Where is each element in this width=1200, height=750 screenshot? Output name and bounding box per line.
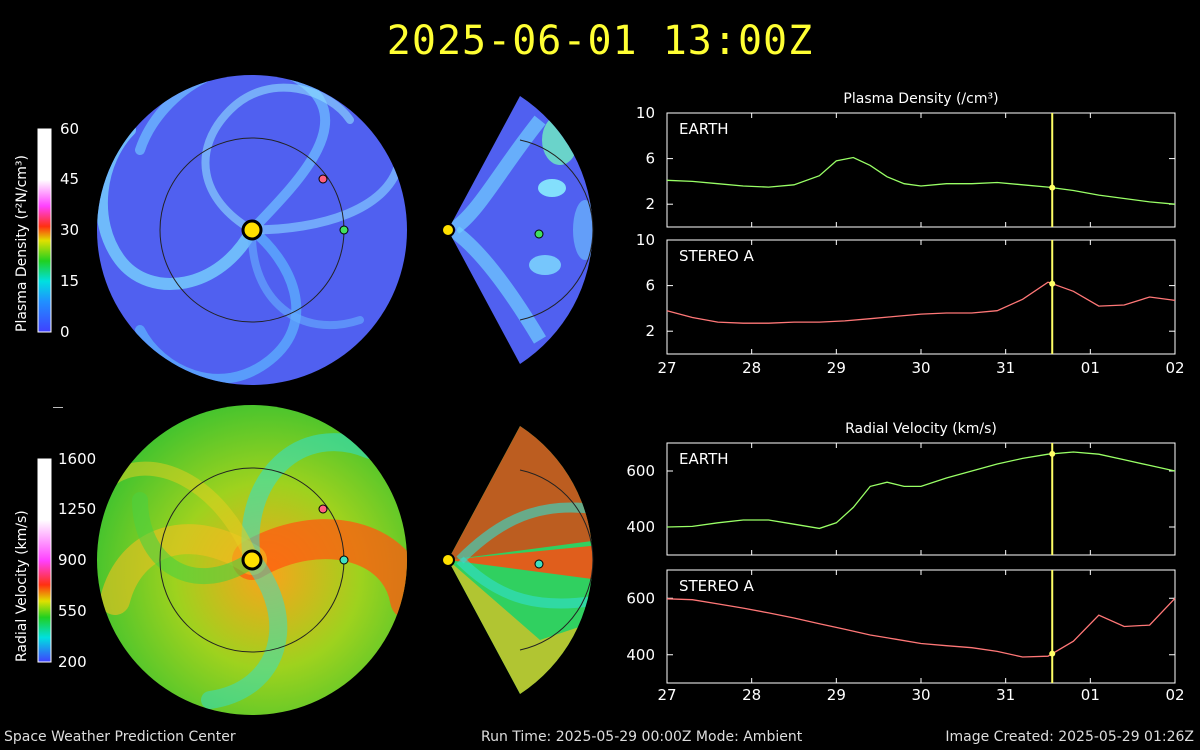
panel-label: STEREO A <box>679 577 755 595</box>
stereo-a-marker <box>318 504 328 514</box>
panel-frame <box>666 112 1176 228</box>
footer-run-time: Run Time: 2025-05-29 00:00Z Mode: Ambien… <box>481 729 803 745</box>
x-tick-label: 30 <box>911 686 930 704</box>
x-tick-label: 02 <box>1165 686 1184 704</box>
density-equatorial-disk <box>97 75 407 385</box>
x-tick-label: 29 <box>827 686 846 704</box>
stereo-a-marker <box>318 174 328 184</box>
velocity-colorbar <box>37 458 52 663</box>
x-tick-label: 29 <box>827 359 846 377</box>
y-tick-label: 2 <box>645 322 655 340</box>
density-tick: 45 <box>60 170 80 188</box>
velocity-tick: 1250 <box>58 500 97 518</box>
earth-marker <box>339 555 349 565</box>
velocity-colorbar-title: Radial Velocity (km/s) <box>14 510 30 662</box>
y-tick-label: 6 <box>645 150 655 168</box>
x-tick-label: 28 <box>742 686 761 704</box>
panel-label: EARTH <box>679 120 729 138</box>
chart-title: Plasma Density (/cm³) <box>843 91 998 107</box>
density-tick: 15 <box>60 272 80 290</box>
current-value-marker <box>1049 450 1056 457</box>
sun-marker <box>241 549 263 571</box>
panel-label: EARTH <box>679 450 729 468</box>
y-tick-label: 10 <box>636 104 655 122</box>
x-tick-label: 01 <box>1081 686 1100 704</box>
timestamp-title: 2025-06-01 13:00Z <box>386 18 814 64</box>
x-tick-label: 01 <box>1081 359 1100 377</box>
y-tick-label: 600 <box>626 462 655 480</box>
current-value-marker <box>1049 184 1056 191</box>
x-tick-label: 30 <box>911 359 930 377</box>
density-tick: 30 <box>60 221 80 239</box>
footer-image-created: Image Created: 2025-05-29 01:26Z <box>945 729 1194 745</box>
velocity-equatorial-disk <box>97 405 407 715</box>
current-value-marker <box>1049 650 1056 657</box>
x-tick-label: 27 <box>657 359 676 377</box>
density-colorbar-title: Plasma Density (r²N/cm³) <box>14 155 30 332</box>
density-colorbar <box>37 128 52 333</box>
series-line-earth <box>666 451 1176 530</box>
earth-marker <box>339 225 349 235</box>
series-line-earth <box>666 156 1176 205</box>
x-tick-label: 28 <box>742 359 761 377</box>
series-line-stereo-a <box>666 281 1176 324</box>
y-tick-label: 6 <box>645 277 655 295</box>
y-tick-label: 400 <box>626 518 655 536</box>
panel-frame <box>666 442 1176 556</box>
separator-dash <box>53 407 63 408</box>
density-tick: 60 <box>60 120 80 138</box>
velocity-meridional-wedge <box>441 426 594 694</box>
y-tick-label: 2 <box>645 195 655 213</box>
timeseries-charts: Plasma Density (/cm³) 2 6 10 EARTH 2 6 10 STEREO… <box>626 91 1184 704</box>
sun-marker <box>241 219 263 241</box>
density-tick: 0 <box>60 323 70 341</box>
panel-label: STEREO A <box>679 247 755 265</box>
y-tick-label: 600 <box>626 589 655 607</box>
x-tick-label: 02 <box>1165 359 1184 377</box>
x-tick-label: 31 <box>996 359 1015 377</box>
current-value-marker <box>1049 280 1056 287</box>
chart-title: Radial Velocity (km/s) <box>845 421 997 437</box>
x-tick-label: 31 <box>996 686 1015 704</box>
velocity-tick: 1600 <box>58 450 97 468</box>
y-tick-label: 10 <box>636 231 655 249</box>
velocity-tick: 900 <box>58 551 87 569</box>
velocity-tick: 550 <box>58 602 87 620</box>
x-tick-label: 27 <box>657 686 676 704</box>
density-meridional-wedge <box>441 96 594 364</box>
footer-organization: Space Weather Prediction Center <box>4 729 236 745</box>
series-line-stereo-a <box>666 597 1176 658</box>
y-tick-label: 400 <box>626 646 655 664</box>
velocity-tick: 200 <box>58 653 87 671</box>
